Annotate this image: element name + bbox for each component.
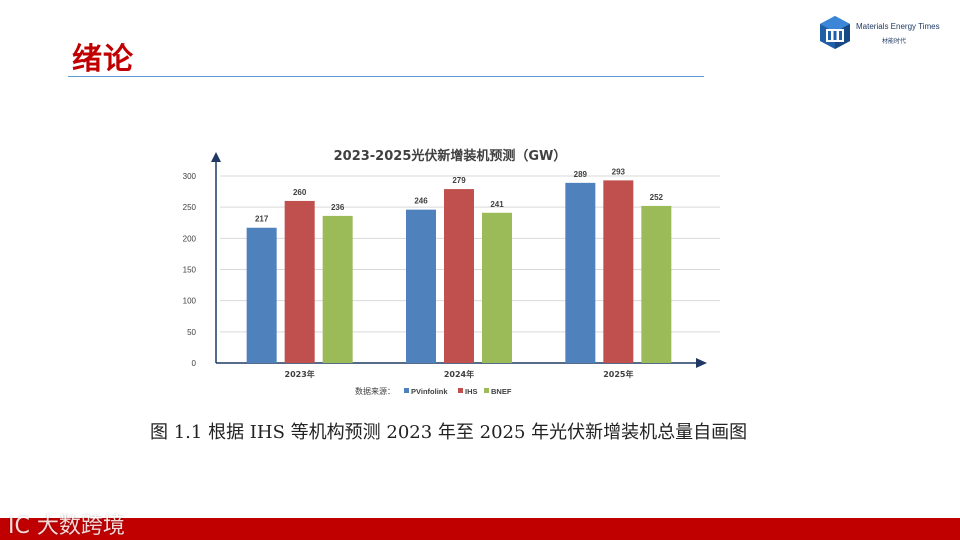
- x-tick-label: 2025年: [603, 369, 633, 379]
- y-tick-label: 200: [183, 234, 197, 243]
- bar: [444, 189, 474, 363]
- legend-swatch: [404, 388, 409, 393]
- chart-title: 2023-2025光伏新增装机预测（GW）: [334, 148, 567, 164]
- bar: [322, 215, 353, 363]
- footer-bar: [0, 518, 960, 540]
- legend-label: IHS: [465, 387, 478, 396]
- legend-label: BNEF: [491, 387, 512, 396]
- x-tick-label: 2023年: [285, 369, 315, 379]
- bar: [565, 182, 596, 363]
- bar: [246, 227, 277, 363]
- brand-logo: Materials Energy Times 材能时代: [818, 14, 948, 50]
- legend-prefix: 数据来源：: [355, 386, 395, 396]
- logo-name: Materials Energy Times: [856, 22, 940, 31]
- bar: [406, 209, 436, 363]
- watermark: IC 大数跨境: [8, 514, 125, 539]
- y-tick-label: 250: [183, 203, 197, 212]
- y-tick-label: 100: [183, 297, 197, 306]
- bar: [482, 212, 512, 363]
- legend-swatch: [458, 388, 463, 393]
- y-axis-arrow: [211, 152, 221, 162]
- legend-swatch: [484, 388, 489, 393]
- y-tick-label: 0: [192, 359, 197, 368]
- data-label: 236: [331, 203, 345, 212]
- data-label: 252: [650, 193, 664, 202]
- chart-container: 2023-2025光伏新增装机预测（GW） 0 50 100 150 200 250 300 2…: [150, 138, 750, 408]
- data-label: 260: [293, 188, 307, 197]
- y-tick-label: 50: [187, 328, 196, 337]
- data-label: 293: [612, 167, 626, 176]
- title-rule: [68, 76, 704, 77]
- data-label: 217: [255, 215, 269, 224]
- slide-title: 绪论: [72, 42, 134, 77]
- figure-caption: 图 1.1 根据 IHS 等机构预测 2023 年至 2025 年光伏新增装机总…: [150, 422, 748, 443]
- bar-chart: 2023-2025光伏新增装机预测（GW） 0 50 100 150 200 250 300 2…: [183, 148, 720, 396]
- data-label: 289: [574, 170, 588, 179]
- bar: [284, 200, 315, 363]
- y-tick-label: 150: [183, 266, 197, 275]
- data-label: 241: [490, 200, 504, 209]
- bar: [603, 180, 634, 363]
- x-axis-arrow: [696, 358, 707, 368]
- x-tick-label: 2024年: [444, 369, 474, 379]
- data-label: 279: [452, 176, 466, 185]
- cube-logo-icon: [820, 16, 850, 49]
- y-tick-label: 300: [183, 172, 197, 181]
- bar: [641, 205, 672, 363]
- legend-label: PVinfolink: [411, 387, 448, 396]
- logo-subtitle: 材能时代: [882, 38, 907, 45]
- data-label: 246: [414, 197, 428, 206]
